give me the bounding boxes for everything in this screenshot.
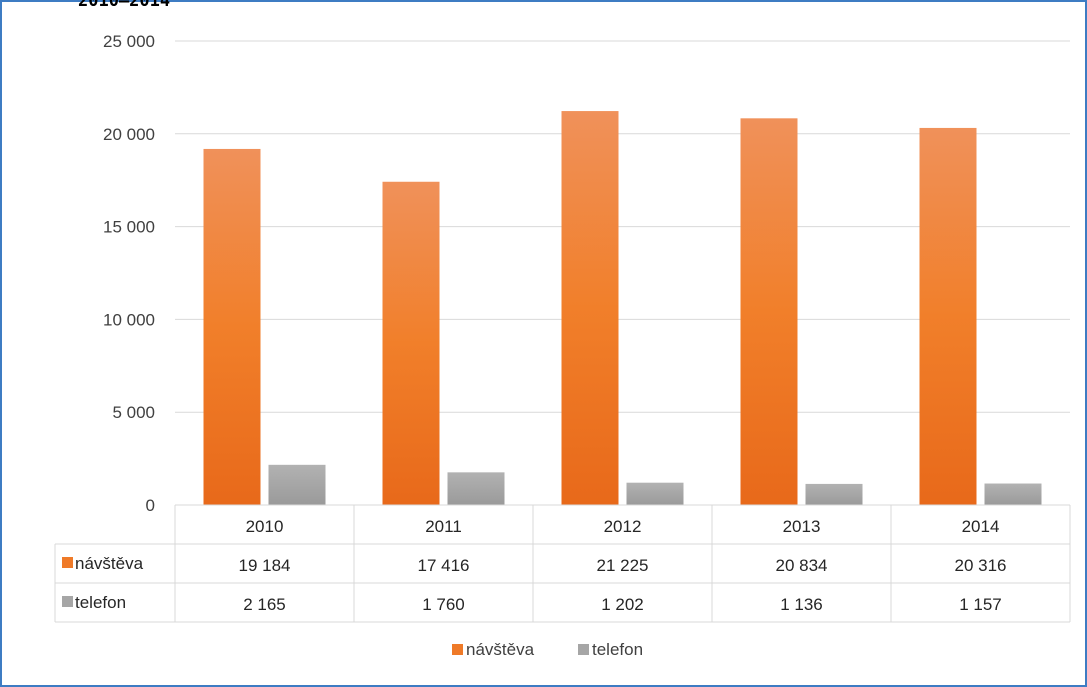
- table-cell: 1 157: [959, 595, 1002, 614]
- y-tick-label: 0: [146, 496, 155, 515]
- bars: [203, 111, 1042, 506]
- table-row-label: telefon: [75, 593, 126, 612]
- table-swatch: [62, 596, 73, 607]
- y-tick-label: 15 000: [103, 218, 155, 237]
- y-tick-label: 10 000: [103, 310, 155, 329]
- bar-telefon-2011: [447, 472, 505, 505]
- legend-swatch: [452, 644, 463, 655]
- table-header-2013: 2013: [783, 517, 821, 536]
- bar-navsteva-2014: [919, 127, 977, 505]
- table-header-2010: 2010: [246, 517, 284, 536]
- table-cell: 2 165: [243, 595, 286, 614]
- table-cell: 20 316: [955, 556, 1007, 575]
- table-cell: 20 834: [776, 556, 828, 575]
- bar-telefon-2012: [626, 482, 684, 505]
- table-cell: 1 136: [780, 595, 823, 614]
- bar-navsteva-2013: [740, 118, 798, 506]
- bar-telefon-2014: [984, 483, 1042, 505]
- table-cell: 19 184: [239, 556, 291, 575]
- legend-entry: návštěva: [466, 640, 535, 659]
- bar-telefon-2010: [268, 464, 326, 505]
- bar-telefon-2013: [805, 483, 863, 505]
- y-tick-label: 20 000: [103, 125, 155, 144]
- data-table: 2010 2011 2012 2013 2014 návštěva 19 184 17 416…: [54, 504, 1071, 623]
- table-swatch: [62, 557, 73, 568]
- y-tick-label: 5 000: [112, 403, 155, 422]
- table-header-2012: 2012: [604, 517, 642, 536]
- table-header-2014: 2014: [962, 517, 1000, 536]
- bar-navsteva-2011: [382, 181, 440, 505]
- table-cell: 1 202: [601, 595, 644, 614]
- table-header-2011: 2011: [425, 517, 462, 536]
- legend-entry: telefon: [592, 640, 643, 659]
- table-cell: 21 225: [597, 556, 649, 575]
- bar-navsteva-2010: [203, 148, 261, 506]
- chart-title-fragment: 2010–2014: [78, 0, 171, 11]
- table-row-label: návštěva: [75, 554, 144, 573]
- y-axis: 0 5 000 10 000 15 000 20 000 25 000: [103, 32, 155, 515]
- bar-navsteva-2012: [561, 111, 619, 506]
- table-cell: 17 416: [418, 556, 470, 575]
- legend: návštěva telefon: [452, 640, 643, 659]
- table-cell: 1 760: [422, 595, 465, 614]
- y-tick-label: 25 000: [103, 32, 155, 51]
- legend-swatch: [578, 644, 589, 655]
